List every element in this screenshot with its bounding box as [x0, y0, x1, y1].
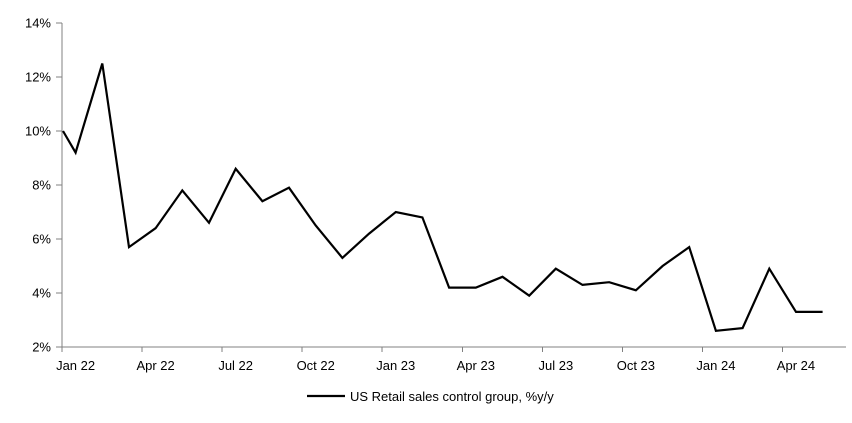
- x-tick-label: Jul 23: [538, 358, 573, 373]
- x-tick-label: Jan 22: [56, 358, 95, 373]
- x-tick-label: Oct 23: [617, 358, 655, 373]
- x-axis-labels: Jan 22 Apr 22 Jul 22 Oct 22 Jan 23 Apr 23 Jul …: [56, 358, 815, 373]
- y-tick-label: 8%: [32, 178, 51, 193]
- x-tick-label: Apr 22: [136, 358, 174, 373]
- y-axis-ticks: [56, 22, 62, 348]
- x-tick-label: Jan 24: [696, 358, 735, 373]
- y-tick-label: 2%: [32, 340, 51, 355]
- legend: US Retail sales control group, %y/y: [307, 389, 554, 404]
- y-tick-label: 10%: [25, 124, 51, 139]
- y-tick-label: 4%: [32, 286, 51, 301]
- x-tick-label: Jan 23: [376, 358, 415, 373]
- axes: [56, 22, 846, 352]
- y-axis-labels: 2% 4% 6% 8% 10% 12% 14%: [25, 16, 51, 355]
- x-tick-label: Apr 24: [777, 358, 815, 373]
- x-tick-label: Jul 22: [218, 358, 253, 373]
- y-tick-label: 12%: [25, 70, 51, 85]
- y-tick-label: 14%: [25, 16, 51, 31]
- x-tick-label: Oct 22: [297, 358, 335, 373]
- x-tick-label: Apr 23: [457, 358, 495, 373]
- y-tick-label: 6%: [32, 232, 51, 247]
- axis-labels: 2% 4% 6% 8% 10% 12% 14% Jan 22 Apr 22 Jul 22 Oct …: [25, 16, 815, 374]
- x-axis-ticks: [61, 347, 783, 352]
- series-line: [62, 63, 823, 332]
- legend-label: US Retail sales control group, %y/y: [350, 389, 554, 404]
